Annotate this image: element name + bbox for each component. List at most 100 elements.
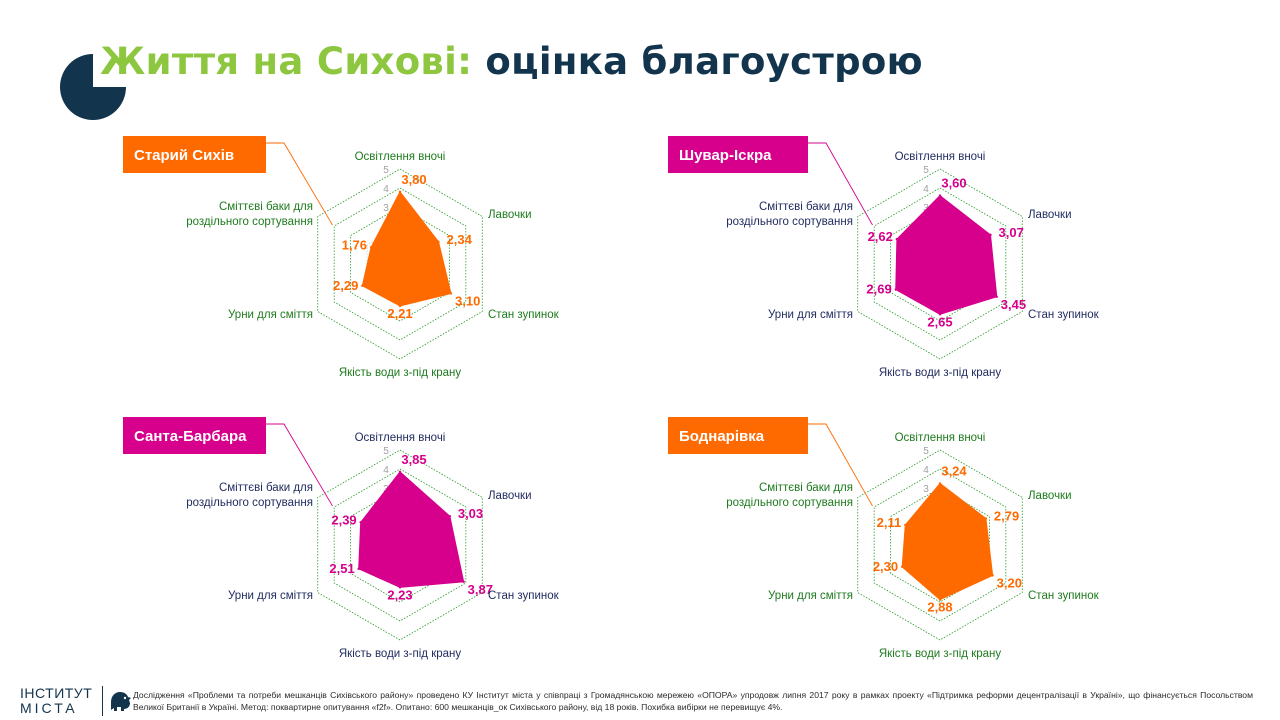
radar-category-label: Стан зупинок — [1028, 309, 1100, 321]
radar-data-point — [369, 246, 373, 249]
chart-title-connector — [808, 142, 873, 226]
radar-data-point — [398, 304, 402, 308]
radar-data-point — [448, 515, 452, 518]
radar-series-area — [895, 194, 998, 315]
radar-tick-label: 3 — [923, 484, 929, 495]
radar-category-label: Урни для сміття — [228, 590, 313, 602]
radar-value-label: 2,23 — [387, 587, 412, 602]
radar-value-label: 3,45 — [1001, 297, 1026, 312]
radar-data-point — [437, 240, 440, 243]
chart-title-connector — [266, 423, 333, 507]
radar-data-point — [398, 190, 402, 193]
radar-category-label: Стан зупинок — [1028, 590, 1100, 602]
radar-tick-label: 3 — [923, 203, 929, 214]
chart-title-box — [668, 417, 808, 454]
radar-tick-label: 4 — [383, 184, 389, 195]
radar-category-label: Урни для сміття — [228, 309, 313, 321]
chart-title: Шувар-Іскра — [679, 147, 772, 164]
radar-value-label: 2,39 — [331, 512, 356, 527]
radar-data-point — [398, 586, 402, 589]
institute-logo: ІНСТИТУТ МІСТА — [20, 684, 131, 718]
radar-value-label: 3,03 — [458, 506, 483, 521]
radar-value-label: 2,51 — [329, 561, 354, 576]
logo-divider — [102, 686, 103, 716]
slide-title-accent: Життя на Сихові: — [100, 40, 473, 83]
chart-title-connector — [266, 142, 333, 226]
radar-category-label: Сміттєві баки для роздільного сортування — [726, 201, 853, 228]
radar-data-point — [991, 574, 994, 577]
radar-category-label: Лавочки — [488, 209, 532, 221]
radar-category-label: Урни для сміття — [768, 309, 853, 321]
radar-category-label: Сміттєві баки для роздільного сортування — [186, 482, 313, 509]
radar-data-point — [398, 470, 402, 474]
chart-title-box — [123, 417, 266, 454]
radar-data-point — [462, 580, 465, 583]
radar-tick-label: 4 — [923, 465, 929, 476]
radar-value-label: 2,79 — [994, 508, 1019, 523]
chart-title: Старий Сихів — [134, 147, 234, 164]
chart-title-box — [668, 136, 808, 173]
radar-data-point — [938, 598, 942, 601]
radar-grid-ring — [890, 487, 990, 603]
radar-data-point — [995, 295, 998, 298]
radar-data-point — [357, 567, 360, 571]
radar-grid-ring — [317, 449, 483, 641]
radar-category-label: Освітлення вночі — [895, 151, 986, 163]
radar-value-label: 2,29 — [333, 278, 358, 293]
radar-data-point — [361, 284, 364, 287]
radar-category-label: Лавочки — [1028, 490, 1072, 502]
radar-value-label: 2,11 — [877, 515, 902, 530]
radar-category-label: Якість води з-під крану — [879, 648, 1002, 660]
radar-category-label: Сміттєві баки для роздільного сортування — [186, 201, 313, 228]
radar-category-label: Стан зупинок — [488, 590, 560, 602]
radar-value-label: 3,24 — [941, 463, 967, 478]
radar-value-label: 3,85 — [401, 452, 426, 467]
logo-text-line1: ІНСТИТУТ — [20, 685, 93, 701]
radar-value-label: 3,07 — [999, 225, 1024, 240]
radar-grid-ring — [333, 187, 467, 341]
radar-category-label: Якість води з-під крану — [879, 367, 1002, 379]
radar-value-label: 3,20 — [997, 575, 1022, 590]
radar-category-label: Стан зупинок — [488, 309, 560, 321]
radar-category-label: Якість води з-під крану — [339, 648, 462, 660]
radar-tick-label: 5 — [383, 446, 389, 457]
slide-title: Життя на Сихові: оцінка благоустрою — [100, 40, 923, 83]
radar-value-label: 2,30 — [873, 559, 898, 574]
slide-title-main: оцінка благоустрою — [485, 40, 923, 83]
chart-title-box — [123, 136, 266, 173]
radar-category-label: Сміттєві баки для роздільного сортування — [726, 482, 853, 509]
radar-tick-label: 3 — [383, 203, 389, 214]
lion-icon — [111, 692, 131, 711]
radar-data-point — [938, 482, 942, 485]
radar-category-label: Освітлення вночі — [355, 151, 446, 163]
radar-value-label: 3,80 — [401, 172, 426, 187]
radar-data-point — [938, 313, 942, 316]
radar-value-label: 3,87 — [468, 582, 493, 597]
radar-category-label: Лавочки — [1028, 209, 1072, 221]
radar-data-point — [989, 233, 992, 237]
radar-data-point — [900, 565, 904, 569]
radar-category-label: Лавочки — [488, 490, 532, 502]
radar-data-point — [938, 194, 942, 197]
radar-value-label: 2,65 — [927, 314, 952, 329]
radar-grid-ring — [317, 168, 483, 360]
radar-data-point — [895, 237, 899, 241]
radar-data-point — [894, 288, 897, 291]
chart-title: Боднарівка — [679, 428, 765, 445]
radar-value-label: 2,62 — [868, 229, 893, 244]
radar-value-label: 1,76 — [342, 237, 367, 252]
radar-grid-ring — [857, 449, 1023, 641]
radar-value-label: 2,88 — [927, 600, 952, 615]
footer-note: Дослідження «Проблеми та потреби мешканц… — [133, 690, 1253, 712]
radar-category-label: Освітлення вночі — [355, 432, 446, 444]
radar-grid-ring — [873, 187, 1007, 341]
radar-category-label: Урни для сміття — [768, 590, 853, 602]
radar-value-label: 3,60 — [941, 176, 966, 191]
radar-value-label: 2,21 — [387, 306, 412, 321]
radar-grid-ring — [333, 468, 467, 622]
radar-series-area — [361, 190, 452, 307]
radar-value-label: 3,10 — [455, 293, 480, 308]
logo-text-line2: МІСТА — [20, 700, 78, 716]
chart-title-connector — [808, 423, 873, 507]
